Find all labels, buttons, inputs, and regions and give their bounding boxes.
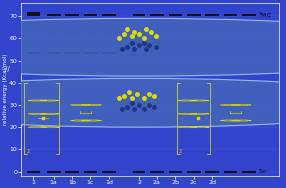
Text: $^3$MLCT: $^3$MLCT	[258, 34, 280, 43]
Text: 2: 2	[27, 149, 30, 154]
Text: $^3$MC: $^3$MC	[258, 10, 273, 20]
Circle shape	[0, 18, 286, 76]
Circle shape	[0, 78, 286, 127]
Text: //: //	[5, 66, 10, 72]
Y-axis label: relative energy (Kcal/mol): relative energy (Kcal/mol)	[3, 54, 8, 125]
Text: S$_0$: S$_0$	[258, 167, 267, 176]
Text: 2: 2	[179, 149, 182, 154]
